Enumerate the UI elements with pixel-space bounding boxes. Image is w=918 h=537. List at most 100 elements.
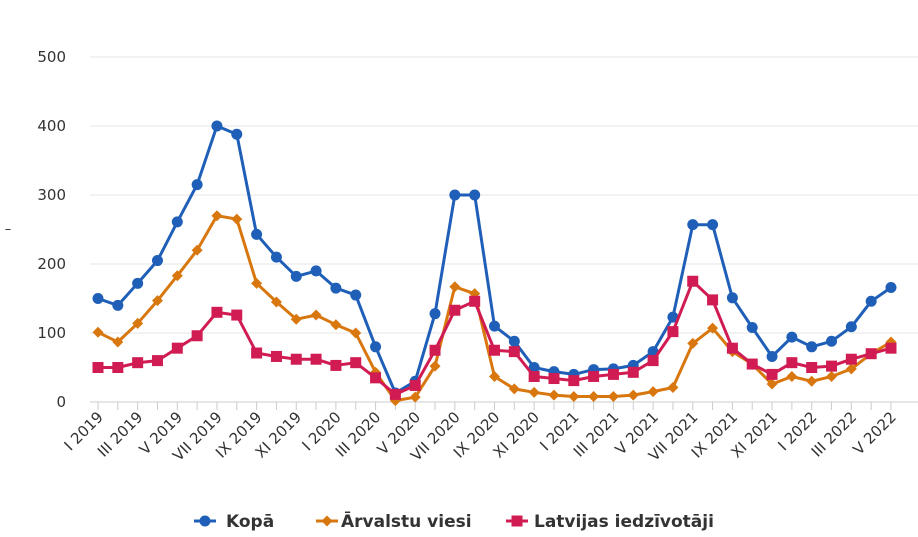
data-point[interactable]: [370, 372, 382, 384]
data-point[interactable]: [707, 294, 719, 306]
data-point[interactable]: [191, 330, 203, 342]
data-point[interactable]: [845, 363, 857, 375]
data-point[interactable]: [826, 360, 838, 372]
data-point[interactable]: [290, 313, 302, 325]
data-point[interactable]: [330, 282, 342, 294]
data-point[interactable]: [707, 322, 719, 334]
data-point[interactable]: [806, 375, 818, 387]
data-point[interactable]: [647, 355, 659, 367]
data-point[interactable]: [251, 228, 263, 240]
data-point[interactable]: [330, 359, 342, 371]
data-point[interactable]: [627, 366, 639, 378]
data-point[interactable]: [667, 326, 679, 338]
data-point[interactable]: [310, 265, 322, 277]
data-point[interactable]: [687, 337, 699, 349]
data-point[interactable]: [310, 353, 322, 365]
data-point[interactable]: [251, 277, 263, 289]
data-point[interactable]: [429, 344, 441, 356]
data-point[interactable]: [766, 368, 778, 380]
data-point[interactable]: [191, 179, 203, 191]
data-point[interactable]: [786, 331, 798, 343]
legend[interactable]: Kopā Ārvalstu viesi Latvijas iedzīvotāji: [194, 510, 714, 532]
data-point[interactable]: [786, 370, 798, 382]
data-point[interactable]: [469, 189, 481, 201]
data-point[interactable]: [687, 275, 699, 287]
data-point[interactable]: [607, 368, 619, 380]
data-point[interactable]: [607, 390, 619, 402]
data-point[interactable]: [310, 309, 322, 321]
data-point[interactable]: [191, 244, 203, 256]
legend-marker[interactable]: [321, 515, 333, 527]
data-point[interactable]: [568, 375, 580, 387]
data-point[interactable]: [687, 219, 699, 231]
data-point[interactable]: [489, 370, 500, 382]
data-point[interactable]: [786, 357, 798, 369]
data-point[interactable]: [548, 373, 560, 385]
legend-item[interactable]: Ārvalstu viesi: [316, 510, 472, 532]
data-point[interactable]: [151, 295, 163, 307]
data-point[interactable]: [766, 350, 778, 362]
data-point[interactable]: [231, 128, 243, 140]
data-point[interactable]: [270, 251, 282, 263]
data-point[interactable]: [92, 293, 104, 304]
data-point[interactable]: [548, 389, 560, 401]
data-point[interactable]: [409, 391, 421, 403]
data-point[interactable]: [270, 296, 282, 308]
legend-marker[interactable]: [511, 515, 523, 527]
legend-item[interactable]: Latvijas iedzīvotāji: [506, 512, 714, 532]
data-point[interactable]: [647, 386, 659, 398]
data-point[interactable]: [667, 382, 679, 394]
data-point[interactable]: [568, 390, 580, 402]
data-point[interactable]: [806, 362, 818, 373]
data-point[interactable]: [132, 277, 144, 289]
data-point[interactable]: [845, 321, 857, 333]
data-point[interactable]: [627, 389, 639, 401]
data-point[interactable]: [826, 370, 838, 382]
data-point[interactable]: [92, 326, 104, 338]
data-point[interactable]: [865, 348, 877, 360]
data-point[interactable]: [370, 341, 382, 353]
legend-marker[interactable]: [199, 515, 211, 527]
data-point[interactable]: [489, 344, 500, 356]
data-point[interactable]: [806, 341, 818, 353]
data-point[interactable]: [171, 270, 183, 282]
data-point[interactable]: [845, 353, 857, 365]
data-point[interactable]: [508, 383, 520, 395]
data-point[interactable]: [588, 370, 600, 382]
data-point[interactable]: [508, 346, 520, 358]
data-point[interactable]: [231, 309, 243, 321]
data-point[interactable]: [231, 213, 243, 225]
legend-item[interactable]: Kopā: [194, 512, 274, 532]
data-point[interactable]: [588, 390, 600, 402]
data-point[interactable]: [726, 342, 738, 354]
data-point[interactable]: [528, 370, 540, 382]
data-point[interactable]: [885, 342, 897, 354]
data-point[interactable]: [528, 386, 540, 398]
data-point[interactable]: [746, 358, 758, 370]
data-point[interactable]: [350, 357, 362, 369]
data-point[interactable]: [826, 335, 838, 347]
data-point[interactable]: [389, 388, 401, 400]
data-point[interactable]: [151, 355, 163, 367]
data-point[interactable]: [211, 306, 223, 318]
data-point[interactable]: [766, 378, 778, 390]
data-point[interactable]: [92, 362, 104, 373]
data-point[interactable]: [726, 292, 738, 304]
data-point[interactable]: [171, 216, 183, 228]
data-point[interactable]: [350, 289, 362, 301]
data-point[interactable]: [211, 210, 223, 222]
data-point[interactable]: [449, 189, 461, 201]
data-point[interactable]: [251, 347, 263, 359]
data-point[interactable]: [865, 295, 877, 307]
data-point[interactable]: [350, 327, 362, 339]
data-point[interactable]: [409, 379, 421, 391]
data-point[interactable]: [112, 336, 124, 348]
data-point[interactable]: [112, 299, 124, 311]
data-point[interactable]: [667, 311, 679, 323]
data-point[interactable]: [707, 219, 719, 231]
data-point[interactable]: [132, 317, 144, 329]
data-point[interactable]: [885, 281, 897, 293]
data-point[interactable]: [469, 295, 481, 307]
data-point[interactable]: [290, 353, 302, 365]
data-point[interactable]: [270, 350, 282, 362]
